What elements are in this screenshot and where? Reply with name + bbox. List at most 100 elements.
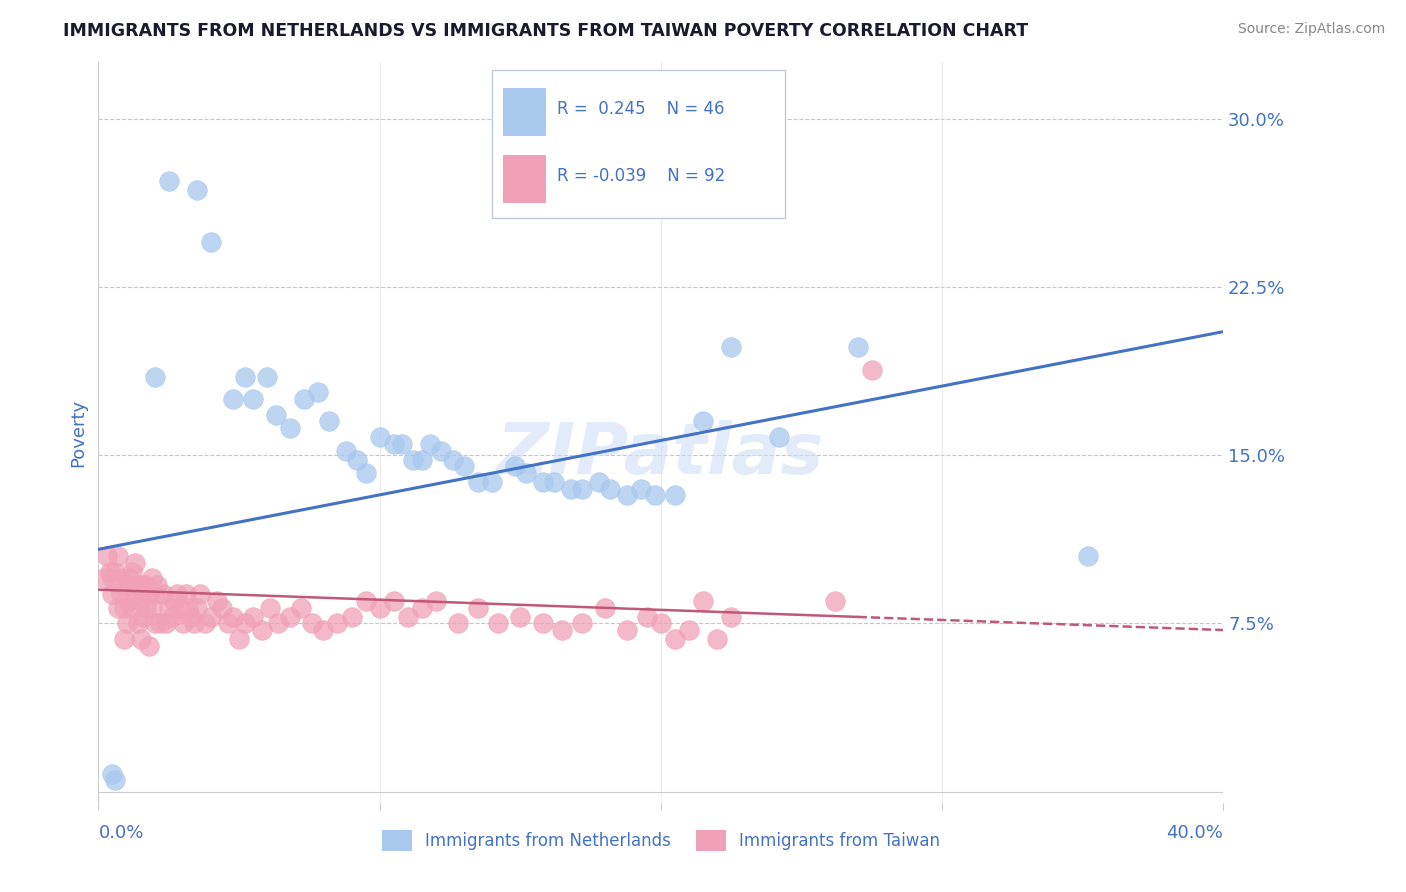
Point — [143, 587, 166, 601]
Point — [441, 452, 464, 467]
Point — [453, 459, 475, 474]
Point — [692, 414, 714, 428]
Point — [160, 609, 183, 624]
Bar — [503, 88, 546, 136]
Point — [124, 556, 146, 570]
Point — [233, 369, 256, 384]
Text: 0.0%: 0.0% — [98, 823, 143, 841]
Point — [650, 616, 672, 631]
Point — [259, 600, 281, 615]
Point — [115, 578, 138, 592]
Point — [157, 174, 180, 188]
Point — [146, 578, 169, 592]
Point — [267, 616, 290, 631]
Point — [846, 340, 869, 354]
Point — [368, 430, 391, 444]
Point — [177, 600, 200, 615]
Point — [368, 600, 391, 615]
Point — [402, 452, 425, 467]
Point — [135, 578, 157, 592]
Point — [340, 609, 363, 624]
Y-axis label: Poverty: Poverty — [69, 399, 87, 467]
Point — [96, 549, 118, 563]
Point — [396, 609, 419, 624]
Point — [233, 616, 256, 631]
Point — [599, 482, 621, 496]
Point — [222, 392, 245, 406]
Point — [135, 600, 157, 615]
Point — [543, 475, 565, 489]
FancyBboxPatch shape — [492, 70, 785, 218]
Point — [132, 609, 155, 624]
Point — [509, 609, 531, 624]
Point — [242, 609, 264, 624]
Point — [194, 616, 217, 631]
Point — [588, 475, 610, 489]
Point — [118, 594, 141, 608]
Point — [382, 594, 405, 608]
Point — [692, 594, 714, 608]
Point — [346, 452, 368, 467]
Point — [264, 408, 287, 422]
Point — [419, 437, 441, 451]
Point — [312, 623, 335, 637]
Point — [515, 466, 537, 480]
Point — [127, 616, 149, 631]
Point — [155, 616, 177, 631]
Point — [107, 549, 129, 563]
Point — [664, 488, 686, 502]
Point — [292, 392, 315, 406]
Point — [531, 616, 554, 631]
Point — [132, 578, 155, 592]
Point — [163, 594, 186, 608]
Point — [1077, 549, 1099, 563]
Point — [326, 616, 349, 631]
Point — [121, 600, 143, 615]
Point — [110, 571, 132, 585]
Point — [152, 587, 174, 601]
Point — [205, 594, 228, 608]
Bar — [503, 155, 546, 203]
Point — [101, 571, 124, 585]
Point — [98, 565, 121, 579]
Point — [531, 475, 554, 489]
Point — [636, 609, 658, 624]
Point — [644, 488, 666, 502]
Point — [186, 183, 208, 197]
Point — [149, 616, 172, 631]
Point — [301, 616, 323, 631]
Point — [174, 587, 197, 601]
Point — [138, 587, 160, 601]
Point — [143, 369, 166, 384]
Point — [256, 369, 278, 384]
Point — [211, 600, 233, 615]
Point — [481, 475, 503, 489]
Point — [391, 437, 413, 451]
Point — [664, 632, 686, 646]
Point — [616, 488, 638, 502]
Text: IMMIGRANTS FROM NETHERLANDS VS IMMIGRANTS FROM TAIWAN POVERTY CORRELATION CHART: IMMIGRANTS FROM NETHERLANDS VS IMMIGRANT… — [63, 22, 1028, 40]
Point — [425, 594, 447, 608]
Point — [127, 578, 149, 592]
Point — [169, 600, 191, 615]
Point — [720, 609, 742, 624]
Point — [200, 609, 222, 624]
Text: R =  0.245    N = 46: R = 0.245 N = 46 — [557, 100, 725, 118]
Point — [129, 632, 152, 646]
Text: R = -0.039    N = 92: R = -0.039 N = 92 — [557, 167, 725, 185]
Point — [551, 623, 574, 637]
Point — [560, 482, 582, 496]
Point — [447, 616, 470, 631]
Point — [382, 437, 405, 451]
Point — [166, 587, 188, 601]
Point — [411, 452, 433, 467]
Point — [101, 587, 124, 601]
Point — [467, 600, 489, 615]
Text: 40.0%: 40.0% — [1167, 823, 1223, 841]
Point — [180, 609, 202, 624]
Point — [706, 632, 728, 646]
Point — [250, 623, 273, 637]
Point — [141, 571, 163, 585]
Point — [107, 600, 129, 615]
Point — [183, 616, 205, 631]
